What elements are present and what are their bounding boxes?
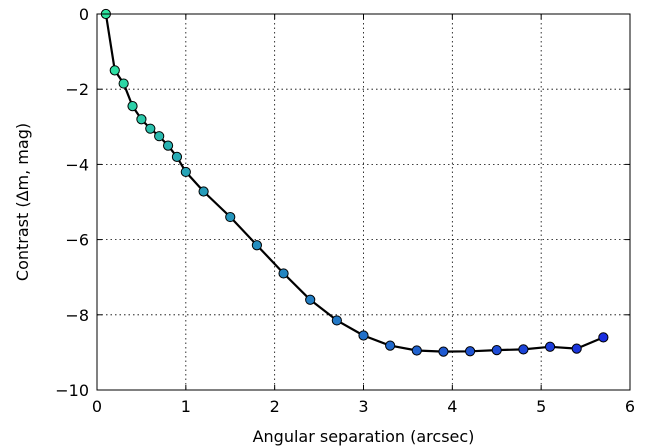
data-point (571, 343, 582, 354)
x-axis-label: Angular separation (arcsec) (253, 427, 475, 446)
y-tick-label: −10 (55, 381, 89, 400)
data-point (180, 166, 191, 178)
data-point (145, 123, 156, 134)
y-tick-label: −6 (65, 231, 89, 250)
data-point (331, 315, 342, 326)
data-point (491, 345, 502, 356)
data-point (278, 268, 289, 279)
x-tick-label: 6 (625, 397, 635, 416)
data-point (171, 151, 183, 162)
grid-layer (97, 14, 630, 390)
series-line (104, 13, 604, 353)
data-point (305, 294, 316, 305)
data-point (411, 345, 422, 356)
x-tick-label: 4 (447, 397, 457, 416)
data-point (136, 114, 147, 125)
data-point (154, 131, 165, 142)
y-axis-label: Contrast (Δm, mag) (13, 123, 32, 281)
data-point (162, 140, 174, 151)
data-point (518, 344, 529, 355)
data-point (465, 346, 476, 357)
x-tick-label: 5 (536, 397, 546, 416)
x-tick-label: 0 (92, 397, 102, 416)
data-point (198, 186, 209, 197)
y-tick-label: −2 (65, 80, 89, 99)
data-point (598, 332, 609, 343)
data-point (225, 211, 236, 223)
label-layer: 0 1 2 3 4 5 6 0 −2 −4 −6 −8 −10 (55, 5, 635, 416)
x-tick-label: 3 (358, 397, 368, 416)
data-point (544, 341, 556, 352)
y-tick-label: −8 (65, 306, 89, 325)
data-point (109, 65, 120, 76)
data-point (438, 346, 449, 357)
x-tick-label: 2 (270, 397, 280, 416)
data-point (358, 330, 369, 341)
x-tick-label: 1 (181, 397, 191, 416)
data-point (385, 340, 396, 351)
y-tick-label: −4 (65, 155, 89, 174)
y-tick-label: 0 (79, 5, 89, 24)
data-point (118, 78, 129, 89)
plot-frame (96, 13, 631, 391)
data-point (127, 101, 138, 112)
series-layer (100, 8, 609, 357)
data-point (251, 240, 262, 251)
